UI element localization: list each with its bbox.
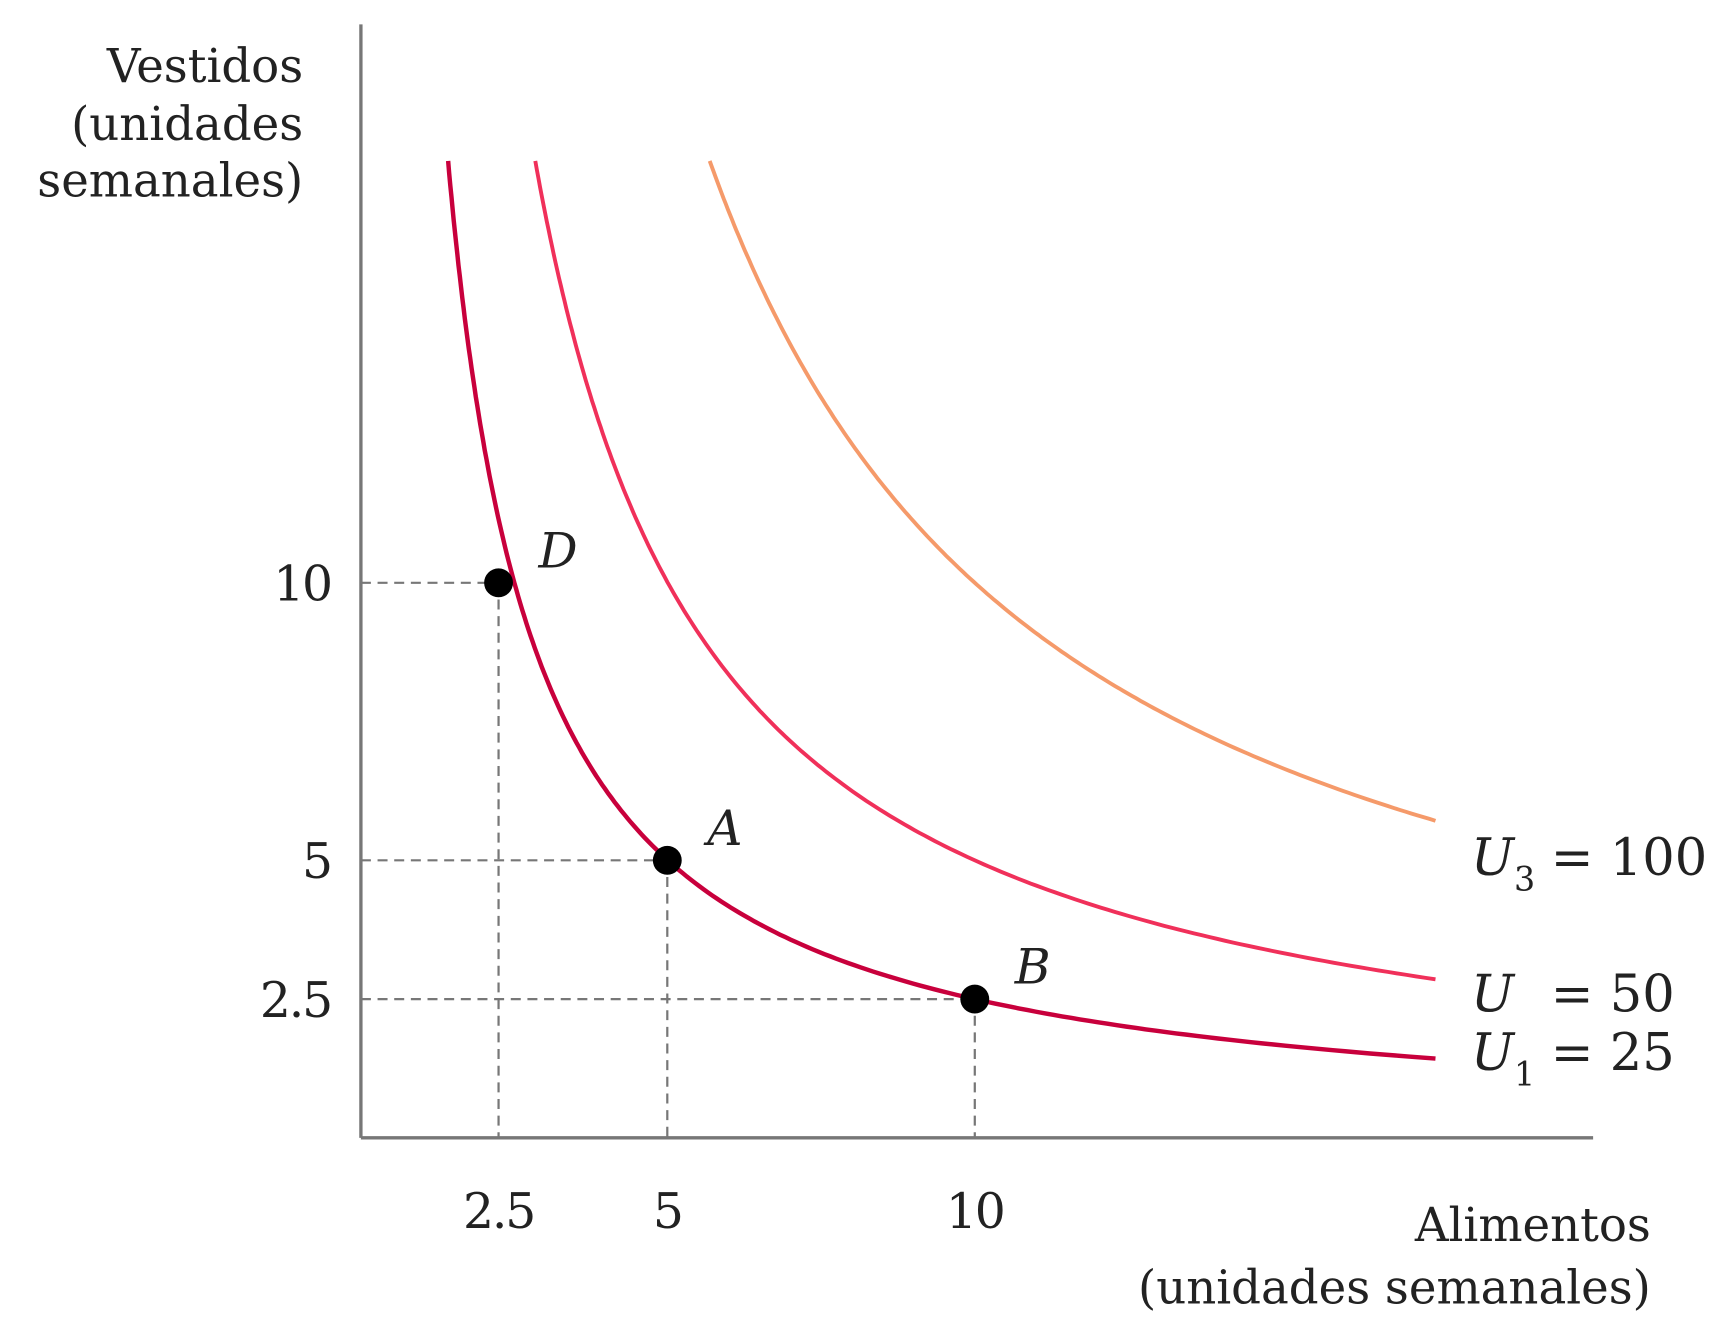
point-B: [960, 984, 990, 1014]
y-axis-label-line: Vestidos: [106, 39, 303, 93]
y-axis-label-line: (unidades: [71, 97, 303, 151]
x-axis-label-line: (unidades semanales): [1138, 1260, 1651, 1314]
y-tick-label: 2.5: [260, 972, 331, 1029]
x-axis-label: Alimentos (unidades semanales): [1138, 1198, 1651, 1314]
legend-label-U2: U = 50: [1471, 965, 1675, 1035]
point-D: [484, 568, 513, 598]
y-tick-label: 5: [302, 833, 331, 890]
x-tick-label: 10: [946, 1183, 1004, 1240]
y-axis-label-line: semanales): [37, 153, 303, 207]
y-axis-label: Vestidos (unidades semanales): [37, 39, 303, 207]
point-label-B: B: [1014, 939, 1051, 996]
point-label-D: D: [538, 522, 578, 579]
point-label-A: A: [703, 800, 742, 857]
x-tick-label: 5: [653, 1183, 682, 1240]
legend-label-U3: U3 = 100: [1471, 829, 1707, 899]
curve-U3: [707, 160, 1437, 823]
x-tick-label: 2.5: [463, 1183, 534, 1240]
y-tick-label: 10: [273, 556, 331, 613]
point-A: [652, 845, 682, 875]
curve-U2: [533, 160, 1436, 982]
curve-U1: [445, 160, 1436, 1061]
x-axis-label-line: Alimentos: [1414, 1198, 1651, 1252]
legend-label-U1: U1 = 25: [1471, 1024, 1675, 1094]
